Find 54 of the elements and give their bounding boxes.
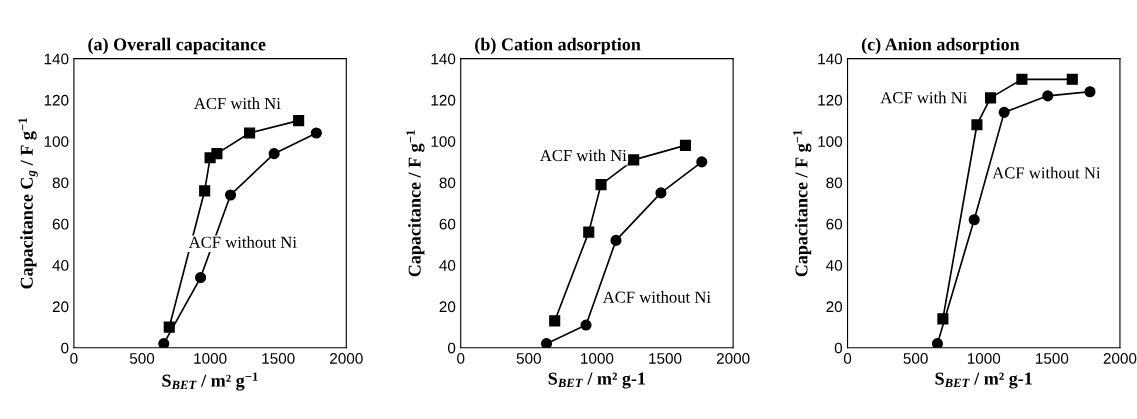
y-tick-label: 100 (431, 136, 456, 147)
y-tick-label: 60 (826, 218, 843, 230)
x-tick-label: 0 (843, 353, 852, 364)
annotation: ACF without Ni (188, 236, 297, 248)
x-tick-label: 0 (457, 353, 465, 364)
y-tick-label: 140 (44, 53, 69, 65)
y-tick-label: 80 (826, 177, 843, 189)
x-tick-label: 1500 (262, 353, 295, 364)
y-tick-label: 120 (44, 94, 69, 106)
chart-title: (b) Cation adsorption (475, 37, 641, 55)
y-tick-label: 20 (826, 301, 843, 313)
x-tick-label: 1000 (581, 353, 614, 364)
y-tick-label: 120 (431, 94, 456, 106)
y-axis-title: Capacitance / F g$^{−1}$ (406, 130, 425, 277)
y-tick-label: 100 (818, 136, 843, 147)
chart-title: (a) Overall capacitance (88, 37, 266, 55)
x-tick-label: 2000 (716, 353, 750, 364)
x-tick-label: 500 (903, 353, 928, 364)
y-tick-label: 80 (439, 177, 456, 189)
y-tick-label: 140 (431, 53, 456, 65)
annotation: ACF without Ni (602, 291, 711, 303)
x-tick-label: 2000 (1103, 353, 1137, 364)
y-tick-label: 40 (439, 260, 456, 271)
x-tick-label: 1500 (1036, 353, 1069, 364)
annotation: ACF with Ni (193, 97, 281, 110)
y-tick-label: 60 (52, 218, 69, 230)
x-tick-label: 0 (70, 353, 78, 364)
x-tick-label: 500 (129, 353, 155, 364)
y-tick-label: 140 (818, 53, 843, 65)
annotation: ACF without Ni (992, 166, 1101, 179)
y-tick-label: 20 (439, 301, 456, 313)
y-tick-label: 0 (61, 342, 69, 354)
annotation: ACF with Ni (539, 149, 627, 162)
x-tick-label: 1000 (967, 353, 1001, 364)
y-tick-label: 40 (52, 260, 69, 271)
x-axis-title: S$_{BET}$ / m² g-1 (935, 372, 1032, 389)
y-tick-label: 0 (834, 342, 843, 354)
y-tick-label: 120 (818, 94, 843, 106)
y-tick-label: 100 (44, 136, 69, 147)
y-tick-label: 80 (52, 177, 69, 189)
annotation: ACF with Ni (880, 91, 968, 104)
y-axis-title: Capacitance C$_{g}$ / F g$^{−1}$ (18, 118, 38, 289)
x-tick-label: 2000 (330, 353, 363, 364)
x-axis-title: S$_{BET}$ / m² g-1 (548, 372, 646, 389)
x-tick-label: 1000 (194, 353, 227, 364)
y-axis-title: Capacitance / F g$^{−1}$ (793, 130, 812, 277)
x-tick-label: 500 (516, 353, 541, 364)
y-tick-label: 0 (447, 342, 456, 354)
chart-title: (c) Anion adsorption (861, 37, 1020, 55)
y-tick-label: 20 (52, 301, 69, 313)
y-tick-label: 60 (439, 218, 456, 230)
x-axis-title: S$_{BET}$ / m² g$^{−1}$ (162, 372, 258, 391)
y-tick-label: 40 (826, 260, 843, 271)
x-tick-label: 1500 (649, 353, 682, 364)
